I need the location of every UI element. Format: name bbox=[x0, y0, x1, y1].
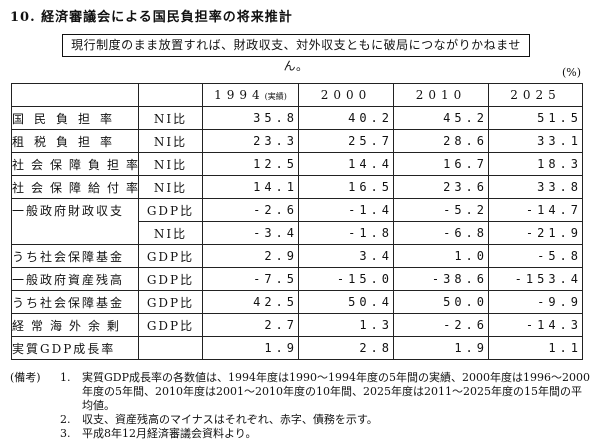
row-label: 社会保障負担率 bbox=[11, 152, 139, 176]
table-cell: 14.4 bbox=[298, 152, 394, 176]
table-cell: -6.8 bbox=[393, 221, 489, 245]
table-cell: -1.8 bbox=[298, 221, 394, 245]
row-unit: NI比 bbox=[138, 221, 203, 245]
table-cell: -15.0 bbox=[298, 267, 394, 291]
header-unit-blank bbox=[138, 83, 203, 107]
table-cell: -14.7 bbox=[488, 198, 583, 222]
row-label: 社会保障給付率 bbox=[11, 175, 139, 199]
table-cell: -21.9 bbox=[488, 221, 583, 245]
table-cell: 40.2 bbox=[298, 106, 394, 130]
header-blank bbox=[11, 83, 139, 107]
table-cell: 3.4 bbox=[298, 244, 394, 268]
table-row: NI比 -3.4 -1.8 -6.8 -21.9 bbox=[11, 221, 583, 245]
unit-label: (%) bbox=[562, 66, 582, 79]
table-cell: 1.0 bbox=[393, 244, 489, 268]
remark-item: 3. 平成8年12月経済審議会資料より。 bbox=[60, 427, 590, 441]
table-row: うち社会保障基金 GDP比 2.9 3.4 1.0 -5.8 bbox=[11, 244, 583, 268]
remark-text: 収支、資産残高のマイナスはそれぞれ、赤字、債務を示す。 bbox=[82, 413, 378, 426]
remark-number: 2. bbox=[60, 413, 71, 426]
table-cell: 50.0 bbox=[393, 290, 489, 314]
remark-number: 3. bbox=[60, 427, 71, 440]
table-cell: 33.8 bbox=[488, 175, 583, 199]
row-label bbox=[11, 221, 139, 245]
table-cell: 23.3 bbox=[202, 129, 299, 153]
table-cell: -14.3 bbox=[488, 313, 583, 337]
row-label: 国民負担率 bbox=[11, 106, 139, 130]
table-cell: 2.9 bbox=[202, 244, 299, 268]
remark-text: 平成8年12月経済審議会資料より。 bbox=[82, 427, 257, 440]
header-row: 1994(実績) 2000 2010 2025 bbox=[11, 83, 583, 107]
table-cell: -5.8 bbox=[488, 244, 583, 268]
table-cell: 33.1 bbox=[488, 129, 583, 153]
header-year-2010: 2010 bbox=[393, 83, 489, 107]
table-row: 租税負担率 NI比 23.3 25.7 28.6 33.1 bbox=[11, 129, 583, 153]
warning-note: 現行制度のまま放置すれば、財政収支、対外収支ともに破局につながりかねません。 bbox=[62, 34, 530, 73]
table-row: 社会保障負担率 NI比 12.5 14.4 16.7 18.3 bbox=[11, 152, 583, 176]
row-label: 実質GDP成長率 bbox=[11, 336, 139, 360]
row-unit: GDP比 bbox=[138, 198, 203, 222]
table-row: 実質GDP成長率 1.9 2.8 1.9 1.1 bbox=[11, 336, 583, 360]
row-label: うち社会保障基金 bbox=[11, 290, 139, 314]
row-label: 一般政府資産残高 bbox=[11, 267, 139, 291]
table-cell: 12.5 bbox=[202, 152, 299, 176]
table-cell: 35.8 bbox=[202, 106, 299, 130]
table-cell: 14.1 bbox=[202, 175, 299, 199]
table-cell: -5.2 bbox=[393, 198, 489, 222]
remark-item: 2. 収支、資産残高のマイナスはそれぞれ、赤字、債務を示す。 bbox=[60, 413, 590, 427]
remarks-heading: (備考) bbox=[10, 371, 41, 384]
row-label: うち社会保障基金 bbox=[11, 244, 139, 268]
table-cell: 42.5 bbox=[202, 290, 299, 314]
table-cell: -3.4 bbox=[202, 221, 299, 245]
table-cell: 2.7 bbox=[202, 313, 299, 337]
table-cell: -38.6 bbox=[393, 267, 489, 291]
table-cell: 16.7 bbox=[393, 152, 489, 176]
header-year-1994: 1994(実績) bbox=[202, 83, 299, 107]
table-cell: 1.3 bbox=[298, 313, 394, 337]
remark-text: 実質GDP成長率の各数値は、1994年度は1990〜1994年度の5年間の実績、… bbox=[82, 371, 590, 412]
table-cell: -153.4 bbox=[488, 267, 583, 291]
row-unit bbox=[138, 336, 203, 360]
row-unit: GDP比 bbox=[138, 313, 203, 337]
row-unit: GDP比 bbox=[138, 244, 203, 268]
table-cell: -7.5 bbox=[202, 267, 299, 291]
remark-number: 1. bbox=[60, 371, 71, 384]
table-cell: 18.3 bbox=[488, 152, 583, 176]
row-unit: NI比 bbox=[138, 152, 203, 176]
table-cell: -2.6 bbox=[202, 198, 299, 222]
row-label: 租税負担率 bbox=[11, 129, 139, 153]
table-cell: 16.5 bbox=[298, 175, 394, 199]
table-cell: -2.6 bbox=[393, 313, 489, 337]
page-title: 10. 経済審議会による国民負担率の将来推計 bbox=[10, 10, 293, 25]
row-label: 一般政府財政収支 bbox=[11, 198, 139, 222]
header-year-2025: 2025 bbox=[488, 83, 583, 107]
table-cell: 50.4 bbox=[298, 290, 394, 314]
table-cell: 51.5 bbox=[488, 106, 583, 130]
table-cell: 28.6 bbox=[393, 129, 489, 153]
table-cell: 1.1 bbox=[488, 336, 583, 360]
table-cell: 45.2 bbox=[393, 106, 489, 130]
table-cell: 1.9 bbox=[202, 336, 299, 360]
header-year-2000: 2000 bbox=[298, 83, 394, 107]
row-unit: NI比 bbox=[138, 175, 203, 199]
table-row: 社会保障給付率 NI比 14.1 16.5 23.6 33.8 bbox=[11, 175, 583, 199]
table-cell: 23.6 bbox=[393, 175, 489, 199]
row-label: 経常海外余剰 bbox=[11, 313, 139, 337]
table-cell: 1.9 bbox=[393, 336, 489, 360]
table-row: 経常海外余剰 GDP比 2.7 1.3 -2.6 -14.3 bbox=[11, 313, 583, 337]
remark-item: 1. 実質GDP成長率の各数値は、1994年度は1990〜1994年度の5年間の… bbox=[60, 371, 590, 413]
row-unit: GDP比 bbox=[138, 267, 203, 291]
row-unit: GDP比 bbox=[138, 290, 203, 314]
table-cell: -9.9 bbox=[488, 290, 583, 314]
row-unit: NI比 bbox=[138, 106, 203, 130]
projection-table: 1994(実績) 2000 2010 2025 国民負担率 NI比 35.8 4… bbox=[11, 83, 583, 360]
table-row: 一般政府資産残高 GDP比 -7.5 -15.0 -38.6 -153.4 bbox=[11, 267, 583, 291]
row-unit: NI比 bbox=[138, 129, 203, 153]
table-cell: -1.4 bbox=[298, 198, 394, 222]
table-cell: 2.8 bbox=[298, 336, 394, 360]
table-row: うち社会保障基金 GDP比 42.5 50.4 50.0 -9.9 bbox=[11, 290, 583, 314]
table-row: 一般政府財政収支 GDP比 -2.6 -1.4 -5.2 -14.7 bbox=[11, 198, 583, 222]
table-cell: 25.7 bbox=[298, 129, 394, 153]
table-row: 国民負担率 NI比 35.8 40.2 45.2 51.5 bbox=[11, 106, 583, 130]
